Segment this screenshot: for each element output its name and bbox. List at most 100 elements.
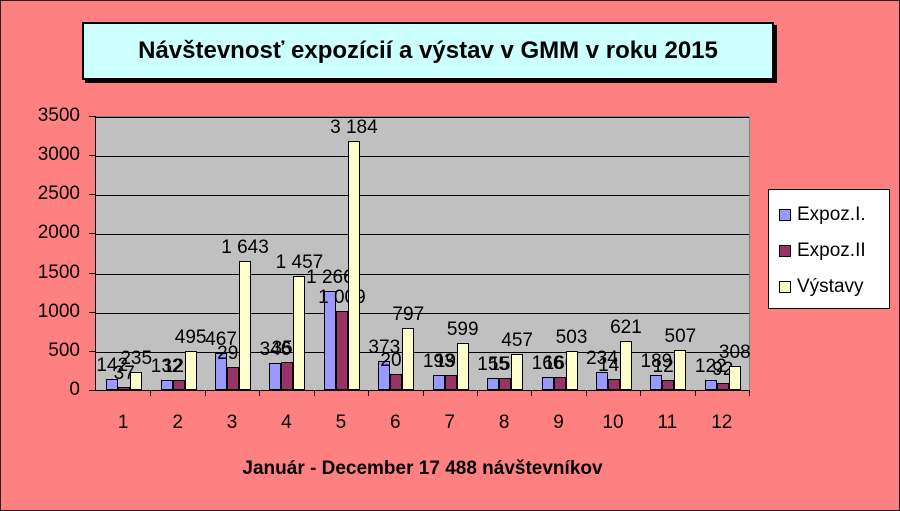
data-label: 1 457 xyxy=(275,251,324,273)
bar xyxy=(511,354,524,390)
chart-title: Návštevnosť expozícií a výstav v GMM v r… xyxy=(138,37,718,64)
legend-swatch-icon xyxy=(779,281,791,293)
data-label: 308 xyxy=(718,341,751,363)
bar xyxy=(227,366,240,390)
bar xyxy=(444,375,457,390)
x-tick xyxy=(694,390,696,396)
legend-item-expoz-1: Expoz.I. xyxy=(779,204,866,226)
bar xyxy=(619,341,632,390)
data-label: 507 xyxy=(664,326,697,348)
x-tick-label: 8 xyxy=(498,412,510,433)
y-tick-label: 0 xyxy=(69,379,80,400)
bar xyxy=(390,373,403,390)
y-tick-label: 2500 xyxy=(37,183,80,205)
legend-item-expoz-2: Expoz.II xyxy=(779,240,866,262)
gridline xyxy=(96,312,749,314)
bar xyxy=(402,327,415,390)
data-label: 122 xyxy=(694,356,727,378)
x-tick-label: 11 xyxy=(657,412,678,433)
gridline xyxy=(96,234,749,236)
legend-label: Výstavy xyxy=(797,276,864,297)
legend-label: Expoz.I. xyxy=(797,204,866,225)
bar xyxy=(184,351,197,390)
bar xyxy=(239,261,252,390)
x-tick-label: 1 xyxy=(117,412,129,433)
x-tick-label: 6 xyxy=(389,412,401,433)
x-tick xyxy=(313,390,315,396)
legend-item-vystavy: Výstavy xyxy=(779,276,864,298)
bar xyxy=(335,311,348,390)
bar xyxy=(118,387,131,390)
data-label: 621 xyxy=(610,317,642,339)
x-tick-label: 4 xyxy=(281,412,292,433)
bar xyxy=(130,371,143,390)
x-tick xyxy=(640,390,642,396)
data-label: 3 184 xyxy=(330,116,378,138)
y-tick-label: 3500 xyxy=(37,105,80,126)
data-label: 155 xyxy=(477,353,509,375)
data-label: 457 xyxy=(501,330,533,352)
data-label: 92 xyxy=(712,358,734,380)
bar xyxy=(541,377,554,390)
y-tick-label: 1000 xyxy=(37,300,80,322)
data-label: 1 266 xyxy=(306,266,354,288)
x-tick-label: 7 xyxy=(444,412,455,433)
bar xyxy=(716,382,729,390)
legend-swatch-icon xyxy=(779,209,791,221)
x-tick xyxy=(749,390,750,396)
gridline xyxy=(96,156,749,158)
bar xyxy=(650,375,663,390)
y-tick xyxy=(89,350,95,352)
data-label: 797 xyxy=(392,303,425,325)
x-tick xyxy=(259,390,261,396)
y-tick xyxy=(89,155,95,157)
bar xyxy=(106,378,119,390)
x-tick-label: 5 xyxy=(335,412,347,433)
data-label: 373 xyxy=(368,336,401,358)
x-axis-title: Január - December 17 488 návštevníkov xyxy=(242,458,603,479)
plot-area xyxy=(96,116,750,391)
bar xyxy=(378,360,391,390)
data-label: 142 xyxy=(96,354,129,376)
x-tick xyxy=(531,390,533,396)
x-tick xyxy=(150,390,152,396)
bar xyxy=(293,275,306,390)
bar xyxy=(432,374,445,390)
bar xyxy=(674,350,687,390)
bar xyxy=(607,378,620,390)
bar xyxy=(172,380,185,390)
bar xyxy=(553,377,566,390)
legend-swatch-icon xyxy=(779,245,791,257)
legend-label: Expoz.II xyxy=(797,240,866,261)
bar xyxy=(595,371,608,390)
x-tick xyxy=(204,390,206,396)
y-tick xyxy=(89,233,95,235)
bar xyxy=(565,350,578,390)
y-tick xyxy=(89,116,95,117)
bar xyxy=(215,353,228,390)
x-tick xyxy=(585,390,587,396)
x-tick-label: 10 xyxy=(602,412,624,433)
x-tick-label: 3 xyxy=(226,412,238,433)
data-label: 599 xyxy=(446,319,479,341)
bar xyxy=(347,140,360,390)
data-label: 235 xyxy=(120,347,153,369)
bar xyxy=(487,377,500,390)
gridline xyxy=(96,117,749,118)
x-tick-label: 9 xyxy=(553,412,564,433)
data-label: 467 xyxy=(205,329,237,351)
data-label: 503 xyxy=(555,326,588,348)
x-tick xyxy=(422,390,424,396)
bar xyxy=(662,380,675,390)
data-label: 193 xyxy=(422,350,455,372)
y-tick-label: 500 xyxy=(48,339,80,361)
gridline xyxy=(96,195,749,197)
y-tick xyxy=(89,272,95,274)
y-tick xyxy=(89,194,95,196)
data-label: 37 xyxy=(113,363,135,385)
x-tick-label: 2 xyxy=(172,412,183,433)
data-label: 1 643 xyxy=(221,237,269,259)
y-tick-label: 1500 xyxy=(37,261,80,283)
y-tick-label: 3000 xyxy=(37,144,80,166)
gridline xyxy=(96,351,749,353)
